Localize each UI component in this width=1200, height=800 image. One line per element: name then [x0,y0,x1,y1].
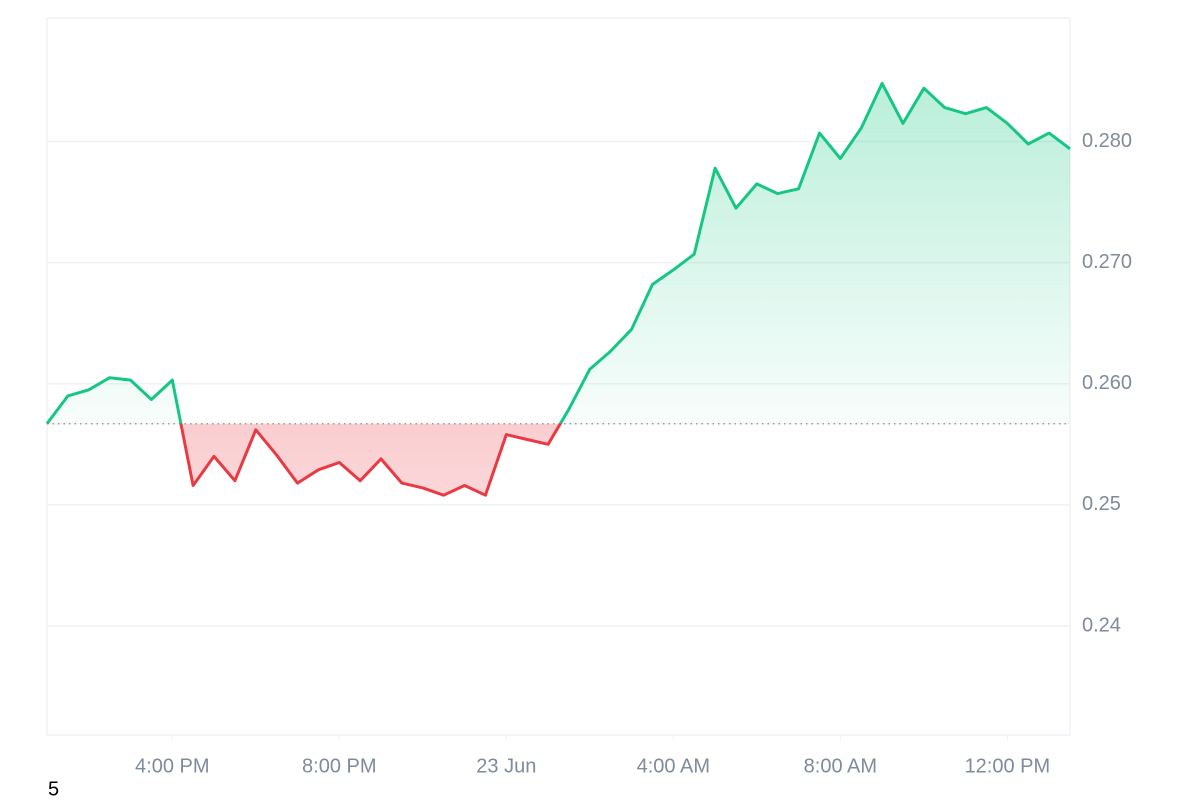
x-tick-label: 8:00 AM [804,755,877,777]
annotation: 5 [48,778,59,800]
price-line [45,81,1071,497]
x-tick-label: 8:00 PM [302,755,376,777]
y-tick-label: 0.24 [1082,614,1121,636]
y-tick-label: 0.260 [1082,372,1132,394]
y-tick-label: 0.280 [1082,130,1132,152]
x-tick-label: 4:00 AM [637,755,710,777]
x-tick-label: 12:00 PM [965,755,1051,777]
x-tick-label: 23 Jun [476,755,536,777]
y-tick-label: 0.25 [1082,493,1121,515]
y-tick-label: 0.270 [1082,251,1132,273]
area [47,83,1070,496]
x-tick-label: 4:00 PM [135,755,209,777]
